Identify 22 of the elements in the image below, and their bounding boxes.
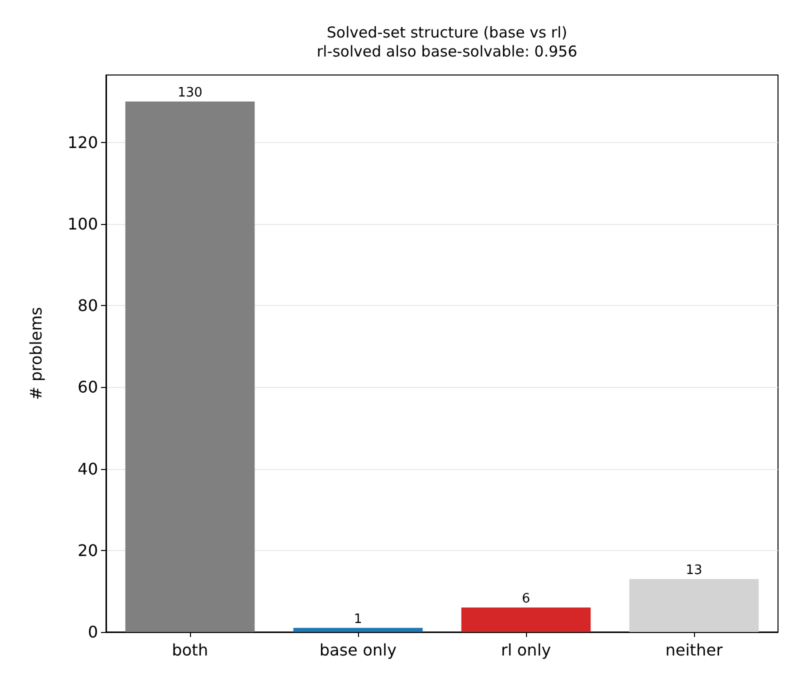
data-label: 13 <box>686 562 702 578</box>
y-tick-label: 40 <box>78 459 98 478</box>
x-tick-label: rl only <box>501 640 551 660</box>
y-axis-title: # problems <box>26 306 46 400</box>
y-tick-label: 0 <box>88 622 98 642</box>
x-tick-label: base only <box>319 640 397 660</box>
bar <box>293 628 423 632</box>
data-label: 130 <box>178 86 202 101</box>
y-tick-label: 80 <box>78 296 98 316</box>
x-tick-label: neither <box>665 640 724 660</box>
y-tick-label: 20 <box>78 540 98 560</box>
data-label: 6 <box>522 592 530 607</box>
y-tick-label: 60 <box>78 378 98 397</box>
chart-title: Solved-set structure (base vs rl) <box>326 24 568 42</box>
x-tick-label: both <box>172 640 208 660</box>
data-label: 1 <box>354 612 362 627</box>
chart-subtitle: rl-solved also base-solvable: 0.956 <box>316 42 578 60</box>
bar <box>461 608 591 632</box>
bar <box>629 578 759 632</box>
y-tick-label: 120 <box>67 132 98 152</box>
bar <box>125 102 255 632</box>
y-tick-label: 100 <box>67 214 98 234</box>
